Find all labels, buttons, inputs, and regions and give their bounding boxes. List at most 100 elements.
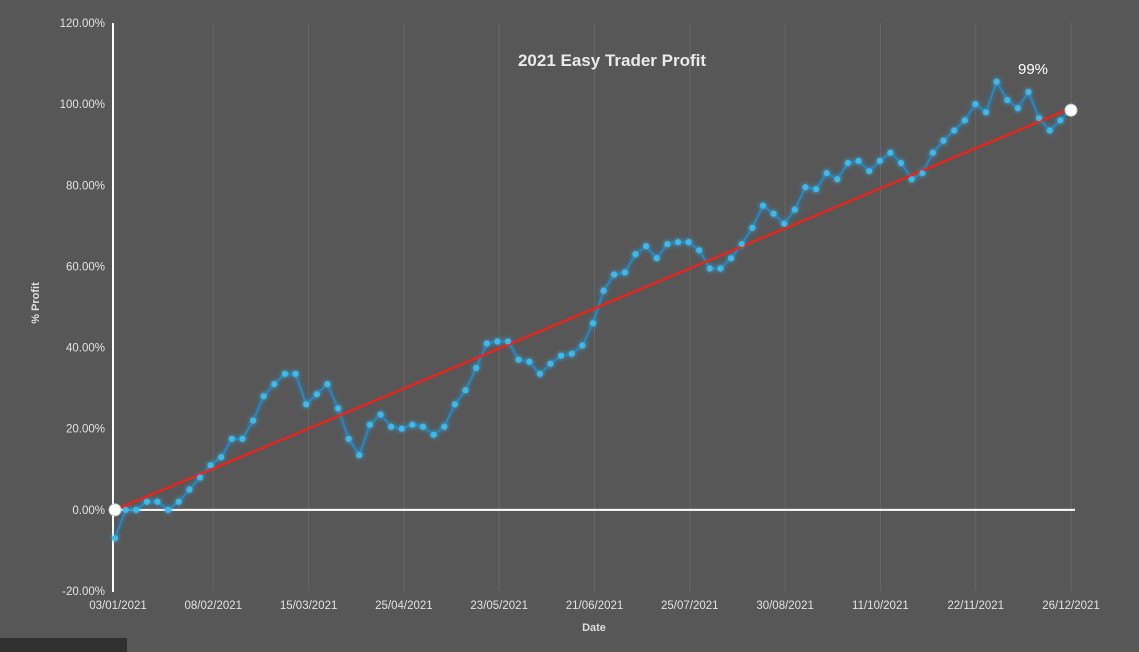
profit-point (409, 421, 416, 428)
profit-point (536, 370, 543, 377)
profit-point (791, 206, 798, 213)
end-value-annotation: 99% (1017, 61, 1049, 78)
x-tick-label: 23/05/2021 (470, 600, 528, 612)
profit-point (228, 435, 235, 442)
profit-point (526, 358, 533, 365)
y-tick-label: 80.00% (66, 180, 105, 192)
endpoint-marker (108, 503, 122, 517)
profit-point (462, 387, 469, 394)
profit-point (558, 352, 565, 359)
profit-point (908, 176, 915, 183)
profit-point (420, 423, 426, 430)
x-tick-label: 08/02/2021 (185, 600, 243, 612)
profit-point (345, 435, 352, 442)
profit-point (898, 160, 904, 166)
y-tick-label: 40.00% (66, 343, 105, 355)
profit-point (961, 117, 968, 124)
profit-point (377, 411, 384, 418)
profit-point (441, 423, 448, 430)
profit-point (398, 425, 405, 432)
profit-point (728, 255, 735, 262)
profit-point (313, 391, 320, 398)
profit-point (993, 78, 1000, 85)
profit-point (250, 417, 257, 424)
x-axis-title: Date (582, 622, 606, 634)
profit-point (473, 364, 480, 371)
profit-point (611, 271, 618, 278)
profit-point (112, 535, 118, 542)
y-tick-label: 20.00% (66, 424, 105, 436)
profit-point (547, 360, 554, 367)
endpoint-marker (1064, 103, 1078, 117)
profit-point (855, 157, 862, 164)
profit-point (282, 370, 288, 377)
profit-point (292, 370, 299, 377)
y-tick-label: 0.00% (72, 505, 105, 517)
profit-point (717, 265, 724, 272)
trend-line (114, 107, 1072, 512)
profit-point (760, 202, 766, 209)
y-axis-title: % Profit (30, 282, 42, 324)
profit-point (929, 149, 936, 156)
x-tick-label: 15/03/2021 (280, 600, 338, 612)
bottom-left-dark-patch (0, 638, 127, 652)
profit-point (590, 320, 596, 327)
profit-point (940, 137, 947, 144)
profit-point (866, 168, 873, 175)
profit-point (366, 421, 373, 428)
profit-point (983, 109, 989, 116)
profit-point (802, 184, 809, 191)
profit-point (1014, 105, 1021, 112)
x-tick-label: 30/08/2021 (756, 600, 814, 612)
profit-point (1057, 117, 1064, 124)
profit-point (494, 338, 501, 345)
profit-point (356, 452, 363, 459)
profit-point (621, 269, 628, 276)
profit-point (632, 251, 639, 258)
profit-point (515, 356, 522, 363)
profit-point (600, 287, 607, 294)
profit-point (1025, 89, 1032, 95)
profit-point (951, 127, 958, 134)
profit-point (919, 170, 926, 177)
chart-title: 2021 Easy Trader Profit (517, 51, 707, 70)
profit-point (303, 401, 310, 408)
y-tick-label: 100.00% (60, 99, 105, 111)
profit-point (1046, 127, 1053, 134)
profit-point (823, 170, 830, 177)
profit-series-points (112, 78, 1074, 542)
profit-point (972, 101, 979, 108)
profit-point (154, 498, 161, 505)
profit-point (643, 243, 650, 250)
x-tick-label: 26/12/2021 (1042, 600, 1100, 612)
profit-point (133, 506, 140, 513)
profit-point (324, 381, 331, 388)
profit-point (653, 255, 660, 262)
profit-point (451, 401, 458, 408)
y-tick-label: 60.00% (66, 261, 105, 273)
profit-point (186, 486, 193, 493)
profit-point (1036, 115, 1043, 122)
profit-point (696, 247, 703, 254)
profit-point (483, 340, 490, 347)
profit-point (122, 506, 129, 513)
profit-point (579, 342, 586, 349)
x-tick-label: 25/04/2021 (375, 600, 433, 612)
profit-point (335, 405, 342, 412)
profit-point (568, 350, 575, 357)
profit-point (207, 462, 214, 469)
profit-point (749, 224, 756, 231)
x-tick-label: 11/10/2021 (852, 600, 909, 612)
profit-point (239, 435, 246, 442)
profit-point (218, 454, 225, 461)
y-tick-label: -20.00% (62, 586, 105, 598)
x-tick-label: 22/11/2021 (947, 600, 1004, 612)
profit-point (876, 157, 883, 164)
profit-point (260, 393, 267, 400)
x-tick-label: 25/07/2021 (661, 600, 719, 612)
profit-point (738, 241, 745, 248)
profit-point (813, 186, 820, 193)
y-tick-label: 120.00% (60, 18, 105, 30)
